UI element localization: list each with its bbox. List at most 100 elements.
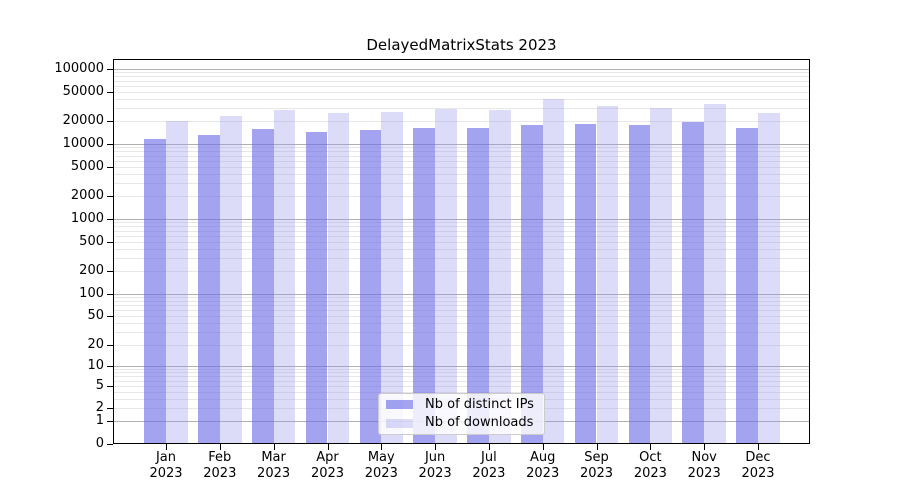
gridline-minor [113, 372, 810, 374]
x-axis-tick-label: Jul 2023 [454, 450, 524, 482]
y-axis-tick-label: 2000 [70, 188, 104, 204]
bar-feb-distinct-ips [198, 134, 220, 444]
y-axis-tick-label: 50000 [62, 83, 104, 99]
bar-dec-distinct-ips [736, 127, 758, 444]
bar-jul-distinct-ips [467, 127, 489, 444]
y-axis-tick-label: 100000 [54, 61, 104, 76]
legend-label-distinct-ips: Nb of distinct IPs [425, 396, 534, 412]
gridline-minor [113, 235, 810, 237]
gridline-minor [113, 85, 810, 87]
bar-feb-downloads [219, 115, 242, 444]
x-axis-tick-label: Oct 2023 [615, 450, 685, 482]
gridline-minor [113, 369, 810, 370]
gridline-minor [113, 160, 810, 162]
y-axis-tick [107, 196, 113, 198]
y-axis-tick-label: 500 [79, 233, 104, 249]
x-axis-tick [650, 444, 652, 450]
legend-swatch-downloads [386, 418, 413, 428]
gridline-minor [113, 385, 810, 387]
x-tick-year: 2023 [741, 466, 775, 481]
y-axis-tick-label: 1000 [70, 211, 104, 226]
gridline-minor [113, 147, 810, 149]
gridline-minor [113, 151, 810, 153]
x-axis-tick [758, 444, 759, 450]
y-axis-tick-label: 50 [87, 307, 104, 323]
x-axis-tick-label: Feb 2023 [185, 450, 255, 482]
x-tick-year: 2023 [687, 466, 721, 481]
y-axis-tick [107, 91, 113, 93]
x-axis-tick [273, 444, 275, 450]
bar-oct-downloads [650, 108, 673, 444]
bar-apr-downloads [327, 113, 350, 444]
y-axis-tick [107, 344, 113, 346]
y-axis-tick-label: 1 [95, 413, 104, 429]
x-tick-month: Nov [691, 450, 717, 465]
y-axis-tick [107, 271, 113, 273]
x-tick-year: 2023 [526, 466, 560, 481]
y-axis-tick [107, 315, 113, 317]
x-tick-year: 2023 [149, 466, 183, 481]
gridline-minor [113, 222, 810, 224]
gridline-minor [113, 376, 810, 378]
gridline-minor [113, 248, 810, 250]
x-tick-month: Mar [261, 450, 286, 465]
legend: Nb of distinct IPs Nb of downloads [378, 393, 545, 435]
legend-label-downloads: Nb of downloads [425, 415, 534, 431]
x-tick-month: Apr [316, 450, 339, 465]
bar-apr-distinct-ips [305, 131, 328, 444]
x-tick-month: Jun [424, 450, 446, 465]
x-axis-tick-label: Mar 2023 [239, 450, 309, 482]
x-axis-tick-label: Aug 2023 [508, 450, 578, 482]
y-axis-tick [107, 421, 113, 423]
bar-nov-downloads [704, 104, 726, 444]
x-tick-month: May [367, 450, 395, 465]
x-tick-year: 2023 [310, 466, 345, 481]
bar-oct-distinct-ips [628, 125, 651, 444]
legend-swatch-distinct-ips [386, 400, 413, 410]
gridline-minor [113, 300, 810, 302]
gridline-minor [113, 344, 810, 346]
gridline-minor [113, 98, 810, 100]
bar-jun-downloads [435, 109, 457, 444]
x-tick-month: Feb [208, 450, 232, 465]
gridline-minor [113, 80, 810, 82]
x-axis-tick [435, 444, 437, 450]
x-axis-tick-label: Sep 2023 [562, 450, 632, 482]
chart-title: DelayedMatrixStats 2023 [366, 36, 557, 54]
y-axis-tick [107, 293, 113, 295]
gridline-minor [113, 241, 810, 243]
gridline-minor [113, 155, 810, 157]
gridline-minor [113, 315, 810, 317]
x-axis-tick-label: May 2023 [346, 450, 416, 482]
gridline-minor [113, 380, 810, 382]
y-axis-tick [107, 121, 113, 123]
y-axis-tick [107, 69, 113, 70]
gridline-major [113, 219, 810, 220]
x-tick-year: 2023 [257, 466, 291, 481]
gridline-minor [113, 108, 810, 110]
gridline-minor [113, 332, 810, 334]
bar-sep-downloads [596, 105, 619, 444]
x-axis-tick-label: Nov 2023 [669, 450, 739, 482]
gridline-major [113, 144, 810, 145]
bar-aug-downloads [542, 99, 565, 444]
gridline-minor [113, 310, 810, 312]
y-axis-tick-label: 100 [79, 285, 104, 301]
bar-may-downloads [381, 112, 404, 444]
gridline-minor [113, 323, 810, 324]
y-axis-tick-label: 2 [95, 400, 104, 416]
y-axis-tick-label: 200 [79, 263, 104, 279]
legend-item-downloads: Nb of downloads [386, 415, 544, 431]
x-axis-tick [596, 444, 598, 450]
gridline-minor [113, 183, 810, 185]
x-tick-month: Jul [481, 450, 497, 465]
y-axis-tick [107, 408, 113, 410]
x-tick-month: Dec [745, 450, 771, 465]
gridline-minor [113, 121, 810, 123]
gridline-minor [113, 258, 810, 260]
bar-mar-downloads [273, 110, 296, 444]
bar-aug-distinct-ips [520, 124, 543, 444]
bar-sep-distinct-ips [574, 124, 597, 444]
y-axis-tick-label: 20 [87, 336, 104, 352]
x-tick-year: 2023 [364, 466, 398, 481]
